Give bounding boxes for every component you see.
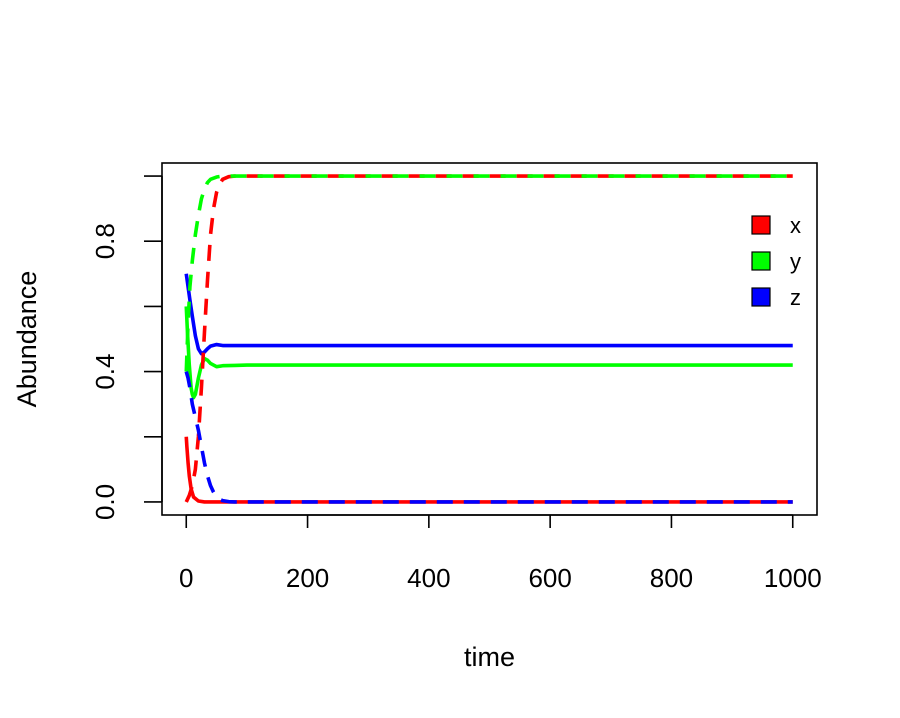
series-line-5: [184, 174, 793, 372]
legend-swatch: [751, 215, 771, 235]
plot-frame: [161, 162, 818, 516]
legend: xyz: [751, 213, 801, 310]
legend-label: z: [790, 285, 801, 310]
legend-label: y: [790, 249, 801, 274]
x-tick-label: 0: [179, 563, 193, 593]
x-tick-label: 200: [286, 563, 329, 593]
series-layer: [184, 174, 793, 504]
x-tick-label: 600: [528, 563, 571, 593]
x-tick-label: 400: [407, 563, 450, 593]
y-tick-label: 0.8: [90, 223, 120, 259]
x-tick-label: 1000: [764, 563, 822, 593]
y-tick-label: 0.0: [90, 484, 120, 520]
x-tick-label: 800: [650, 563, 693, 593]
x-axis-title: time: [464, 642, 515, 672]
x-axis: 0 200 400 600 800 1000: [179, 514, 822, 593]
y-axis-title: Abundance: [12, 271, 42, 408]
series-line-6: [184, 371, 793, 504]
series-line-4: [184, 174, 793, 503]
y-tick-label: 0.4: [90, 354, 120, 390]
y-axis: 0.0 0.4 0.8: [90, 175, 163, 520]
series-line-3: [184, 273, 793, 356]
legend-label: x: [790, 213, 801, 238]
legend-swatch: [751, 251, 771, 271]
series-line-2: [184, 306, 793, 400]
series-line-1: [184, 436, 793, 504]
legend-swatch: [751, 287, 771, 307]
